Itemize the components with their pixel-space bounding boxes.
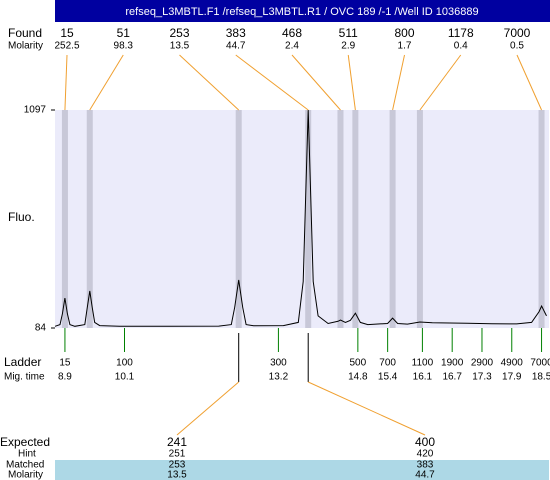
- found-band: [305, 110, 312, 328]
- ladder-mig-time: 14.8: [348, 372, 368, 383]
- found-molarity: 252.5: [54, 41, 79, 52]
- molarity-label: Molarity: [8, 41, 43, 52]
- found-connector: [64, 54, 68, 111]
- found-band: [416, 110, 423, 328]
- found-size: 468: [282, 26, 302, 40]
- found-size: 7000: [504, 26, 531, 40]
- ladder-size: 100: [116, 358, 133, 369]
- found-molarity: 0.5: [510, 41, 524, 52]
- hint-label: Hint: [18, 449, 36, 460]
- ladder-size: 2900: [471, 358, 494, 369]
- ladder-mig-time: 15.4: [378, 372, 398, 383]
- ladder-mig-time: 17.3: [472, 372, 492, 383]
- ladder-size: 1900: [441, 358, 464, 369]
- ladder-size: 15: [59, 358, 71, 369]
- found-connector: [235, 54, 309, 111]
- ladder-size: 300: [270, 358, 287, 369]
- found-label: Found: [8, 26, 42, 40]
- ladder-mig-time: 10.1: [115, 372, 135, 383]
- expected-connector: [176, 381, 240, 436]
- y-axis-label: Fluo.: [8, 210, 35, 224]
- found-band: [61, 110, 68, 328]
- found-connector: [392, 54, 405, 111]
- found-size: 383: [226, 26, 246, 40]
- y-tick-label: 84: [35, 323, 47, 334]
- matched-label: Matched: [6, 460, 44, 471]
- hint-size: 251: [169, 449, 186, 460]
- found-molarity: 1.7: [398, 41, 412, 52]
- ladder-mig-time: 18.5: [532, 372, 550, 383]
- ladder-mig-time: 17.9: [502, 372, 522, 383]
- header-bar: [55, 0, 550, 22]
- found-connector: [516, 54, 543, 111]
- found-connector: [347, 54, 356, 111]
- found-size: 800: [394, 26, 414, 40]
- found-size: 15: [60, 26, 74, 40]
- found-connector: [179, 54, 240, 111]
- found-molarity: 44.7: [226, 41, 246, 52]
- found-band: [389, 110, 396, 328]
- found-band: [337, 110, 344, 328]
- ladder-mig-time: 16.1: [413, 372, 433, 383]
- expected-connector: [307, 381, 426, 436]
- found-band: [235, 110, 242, 328]
- ladder-size: 700: [379, 358, 396, 369]
- found-connector: [89, 54, 124, 111]
- found-connector: [291, 54, 341, 111]
- header-title: refseq_L3MBTL.F1 /refseq_L3MBTL.R1 / OVC…: [125, 6, 478, 18]
- found-size: 51: [117, 26, 131, 40]
- hint-size: 420: [417, 449, 434, 460]
- found-size: 253: [169, 26, 189, 40]
- found-molarity: 2.9: [341, 41, 355, 52]
- matched-molarity: 44.7: [415, 470, 435, 480]
- found-band: [86, 110, 93, 328]
- found-band: [352, 110, 359, 328]
- found-band: [538, 110, 545, 328]
- expected-size: 241: [167, 435, 187, 449]
- matched-band: [55, 460, 549, 480]
- expected-size: 400: [415, 435, 435, 449]
- matched-size: 253: [169, 460, 186, 471]
- expected-label: Expected: [0, 435, 50, 449]
- ladder-mig-time: 8.9: [58, 372, 72, 383]
- found-molarity: 13.5: [170, 41, 190, 52]
- ladder-mig-time: 16.7: [442, 372, 462, 383]
- matched-molarity: 13.5: [167, 470, 187, 480]
- expected-molarity-label: Molarity: [8, 470, 43, 480]
- ladder-size: 500: [350, 358, 367, 369]
- found-molarity: 98.3: [114, 41, 134, 52]
- ladder-size: 7000: [530, 358, 550, 369]
- ladder-mig-time: 13.2: [269, 372, 289, 383]
- ladder-size: 4900: [501, 358, 524, 369]
- found-size: 511: [339, 26, 358, 40]
- trace: [54, 109, 547, 327]
- found-size: 1178: [448, 26, 474, 40]
- found-connector: [419, 54, 462, 111]
- matched-size: 383: [417, 460, 434, 471]
- ladder-label: Ladder: [4, 355, 41, 369]
- y-tick-label: 1097: [24, 105, 47, 116]
- mig-time-label: Mig. time: [4, 372, 45, 383]
- ladder-size: 1100: [412, 358, 434, 369]
- found-molarity: 0.4: [454, 41, 468, 52]
- found-molarity: 2.4: [285, 41, 299, 52]
